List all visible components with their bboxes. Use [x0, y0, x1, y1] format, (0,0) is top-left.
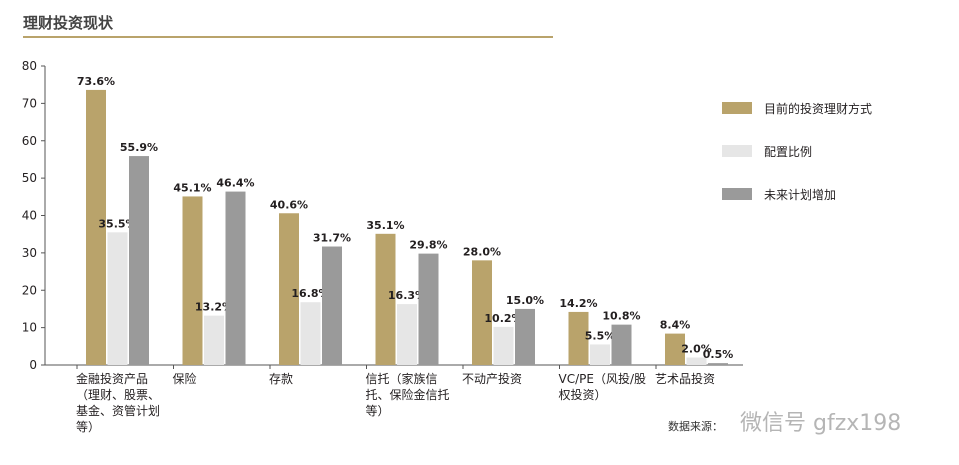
bar-1 — [493, 326, 514, 365]
legend-swatch — [722, 145, 752, 157]
bar-1 — [107, 232, 128, 365]
y-tick-label: 50 — [22, 171, 37, 185]
data-label: 14.2% — [559, 297, 597, 310]
bar-1 — [300, 302, 321, 365]
data-label: 0.5% — [703, 348, 734, 361]
data-source-label: 数据来源： — [668, 420, 723, 433]
data-label: 73.6% — [77, 75, 115, 88]
data-label: 2.0% — [681, 343, 712, 356]
data-label: 28.0% — [463, 245, 501, 258]
bar-0 — [472, 260, 492, 365]
legend-label: 配置比例 — [764, 145, 812, 159]
chart-title: 理财投资现状 — [23, 14, 114, 32]
bar-0 — [665, 333, 685, 365]
data-label: 29.8% — [409, 239, 447, 252]
bar-2 — [225, 191, 246, 365]
bar-2 — [418, 253, 439, 365]
x-category-label: VC/PE（风投/股权投资） — [558, 372, 647, 402]
bar-0 — [568, 311, 589, 365]
data-label: 16.8% — [291, 287, 329, 300]
x-category-label: 信托（家族信托、保险金信托等） — [365, 372, 450, 418]
y-tick-label: 10 — [22, 321, 37, 335]
data-label: 10.2% — [484, 312, 522, 325]
legend-label: 未来计划增加 — [764, 188, 836, 202]
x-category-label: 艺术品投资 — [655, 372, 716, 386]
data-label: 8.4% — [660, 319, 691, 332]
data-label: 45.1% — [173, 181, 211, 194]
y-tick-label: 30 — [22, 246, 37, 260]
legend-swatch — [722, 102, 752, 114]
bar-2 — [322, 246, 342, 365]
data-label: 10.8% — [602, 310, 640, 323]
bar-0 — [182, 196, 203, 365]
data-label: 5.5% — [585, 329, 616, 342]
data-label: 55.9% — [120, 141, 158, 154]
data-label: 15.0% — [506, 294, 544, 307]
data-label: 35.1% — [366, 219, 404, 232]
data-label: 13.2% — [195, 301, 233, 314]
y-tick-label: 70 — [22, 96, 37, 110]
bar-1 — [204, 315, 224, 365]
bar-0 — [279, 213, 299, 365]
x-category-label: 存款 — [269, 372, 294, 386]
bar-1 — [397, 304, 417, 365]
watermark: 微信号 gfzx198 — [740, 411, 902, 436]
bar-2 — [515, 308, 535, 365]
bar-0 — [375, 233, 396, 365]
data-label: 16.3% — [388, 289, 426, 302]
data-label: 46.4% — [216, 177, 254, 190]
title-divider — [23, 36, 553, 38]
x-category-label: 不动产投资 — [462, 372, 523, 386]
y-tick-label: 80 — [22, 59, 37, 73]
data-label: 31.7% — [313, 232, 351, 245]
bar-0 — [86, 89, 106, 366]
bar-1 — [590, 344, 610, 365]
x-category-label: 保险 — [172, 372, 197, 386]
y-tick-label: 60 — [22, 134, 37, 148]
data-label: 35.5% — [98, 217, 136, 230]
bar-2 — [611, 324, 632, 365]
bar-2 — [708, 363, 728, 365]
legend-label: 目前的投资理财方式 — [764, 101, 872, 116]
bar-2 — [129, 156, 149, 365]
x-category-label: 金融投资产品（理财、股票、基金、资管计划等） — [76, 372, 161, 434]
y-tick-label: 20 — [22, 283, 37, 297]
legend-swatch — [722, 188, 752, 200]
y-tick-label: 40 — [22, 209, 37, 223]
data-label: 40.6% — [270, 198, 308, 211]
bar-1 — [686, 357, 707, 365]
y-tick-label: 0 — [29, 358, 37, 372]
